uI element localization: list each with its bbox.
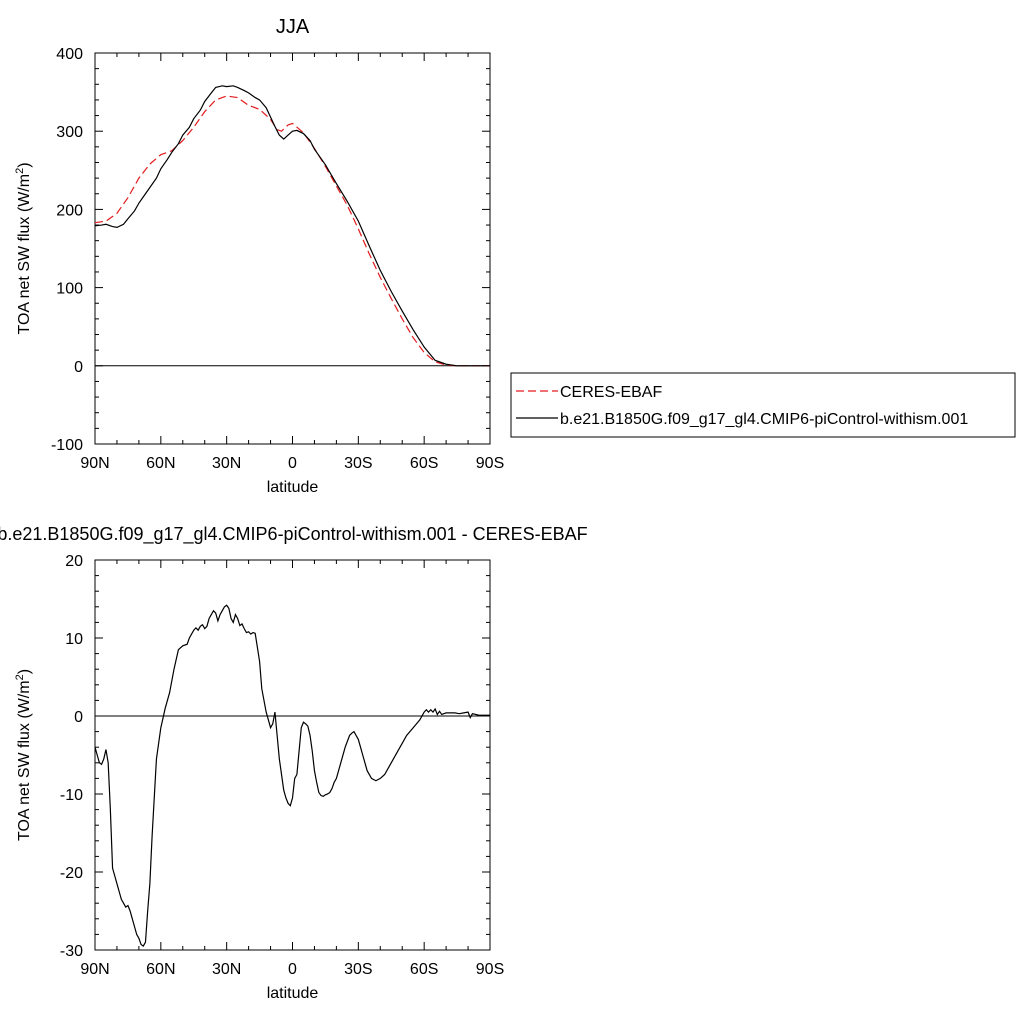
y-tick-label: -20: [60, 865, 83, 882]
x-tick-label: 90S: [476, 455, 504, 472]
y-tick-label: 20: [65, 553, 83, 570]
chart-title: JJA: [276, 16, 310, 38]
chart-title: b.e21.B1850G.f09_g17_gl4.CMIP6-piControl…: [0, 524, 588, 545]
series-line-1: [94, 85, 490, 367]
legend: CERES-EBAF b.e21.B1850G.f09_g17_gl4.CMIP6…: [510, 372, 1016, 438]
x-tick-label: 30S: [344, 961, 372, 978]
y-tick-label: -100: [51, 437, 83, 454]
y-tick-label: 100: [56, 281, 83, 298]
plot-frame: [94, 52, 491, 445]
top-chart: 90N 60N 30N 0 30S 60S 90S -100 0 100 200 300 400 JJA l…: [14, 16, 504, 496]
series-line-0: [94, 604, 490, 947]
legend-entry-label: CERES-EBAF: [560, 384, 662, 401]
x-tick-label: 90N: [80, 455, 109, 472]
x-tick-label: 30N: [212, 961, 241, 978]
legend-box: [510, 372, 1016, 438]
y-tick-label: 10: [65, 631, 83, 648]
x-tick-label: 90S: [476, 961, 504, 978]
x-tick-label: 60S: [410, 455, 438, 472]
y-axis-label: TOA net SW flux (W/m2): [14, 162, 33, 334]
x-tick-label: 30N: [212, 455, 241, 472]
x-axis-label: latitude: [267, 479, 319, 496]
y-tick-label: 400: [56, 46, 83, 63]
x-tick-label: 0: [288, 455, 297, 472]
y-tick-label: -10: [60, 787, 83, 804]
series-line-0: [94, 95, 490, 367]
y-tick-label: 300: [56, 124, 83, 141]
plot-frame: [94, 559, 491, 951]
x-tick-label: 60S: [410, 961, 438, 978]
x-tick-label: 90N: [80, 961, 109, 978]
x-axis-label: latitude: [267, 985, 319, 1002]
y-tick-label: 0: [74, 709, 83, 726]
legend-entry-label: b.e21.B1850G.f09_g17_gl4.CMIP6-piControl…: [560, 411, 968, 428]
x-tick-label: 0: [288, 961, 297, 978]
x-tick-label: 60N: [146, 455, 175, 472]
x-tick-label: 30S: [344, 455, 372, 472]
y-tick-label: 0: [74, 359, 83, 376]
y-tick-label: -30: [60, 943, 83, 960]
x-tick-label: 60N: [146, 961, 175, 978]
bottom-chart: 90N 60N 30N 0 30S 60S 90S -30 -20 -10 0 10 20 b.e21.B…: [0, 524, 588, 1002]
y-tick-label: 200: [56, 202, 83, 219]
y-axis-label: TOA net SW flux (W/m2): [14, 669, 33, 841]
